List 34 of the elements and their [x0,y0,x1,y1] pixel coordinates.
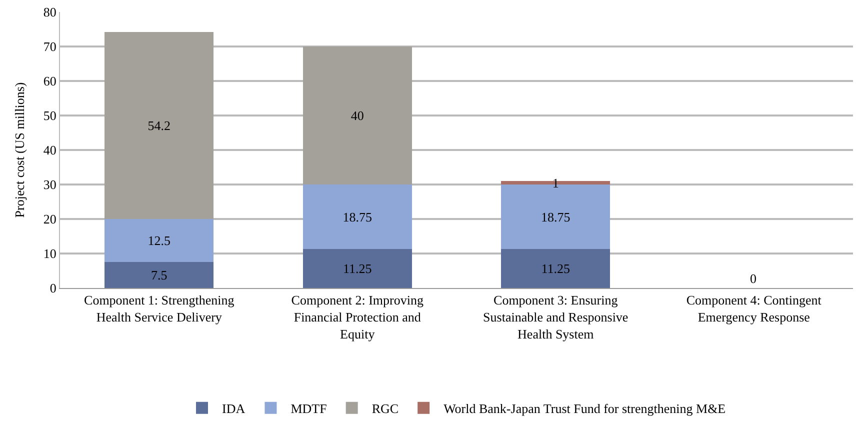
data-label: 11.25 [342,261,372,276]
legend-label: World Bank-Japan Trust Fund for strengthening M&E [444,400,726,416]
bar [501,249,610,288]
bar [104,32,214,219]
data-label: 12.5 [148,233,170,248]
x-tick-label: Component 3: Ensuring Sustainable and Responsive Health System [483,292,628,342]
data-label: 11.25 [541,261,570,276]
data-label: 7.5 [151,268,168,283]
bar [104,219,214,262]
y-tick-label: 70 [43,39,56,54]
bar [104,262,214,288]
y-tick-label: 30 [43,177,56,192]
y-axis-title: Project cost (US millions) [12,82,27,218]
y-tick-label: 0 [50,280,56,296]
legend-label: IDA [222,400,246,416]
bar [302,46,412,184]
legend-label: MDTF [290,400,327,416]
data-label: 18.75 [342,209,372,224]
y-tick-label: 40 [43,142,56,158]
y-tick-label: 10 [43,246,56,262]
legend-label: RGC [372,400,399,416]
bar [302,184,412,250]
data-label: 54.2 [148,118,170,134]
y-tick-label: 20 [43,212,56,227]
bar [302,249,412,288]
y-tick-label: 80 [43,4,56,20]
x-tick-label: Component 1: Strengthening Health Service Delivery [84,292,235,324]
y-tick-label: 60 [43,74,56,89]
data-label: 18.75 [541,209,570,224]
data-label: 40 [350,108,364,123]
data-label: 0 [750,271,756,286]
y-tick-label: 50 [43,108,56,124]
x-tick-label: Component 4: Contingent Emergency Response [686,292,822,324]
x-tick-label: Component 2: Improving Financial Protection and Equity [291,292,424,342]
